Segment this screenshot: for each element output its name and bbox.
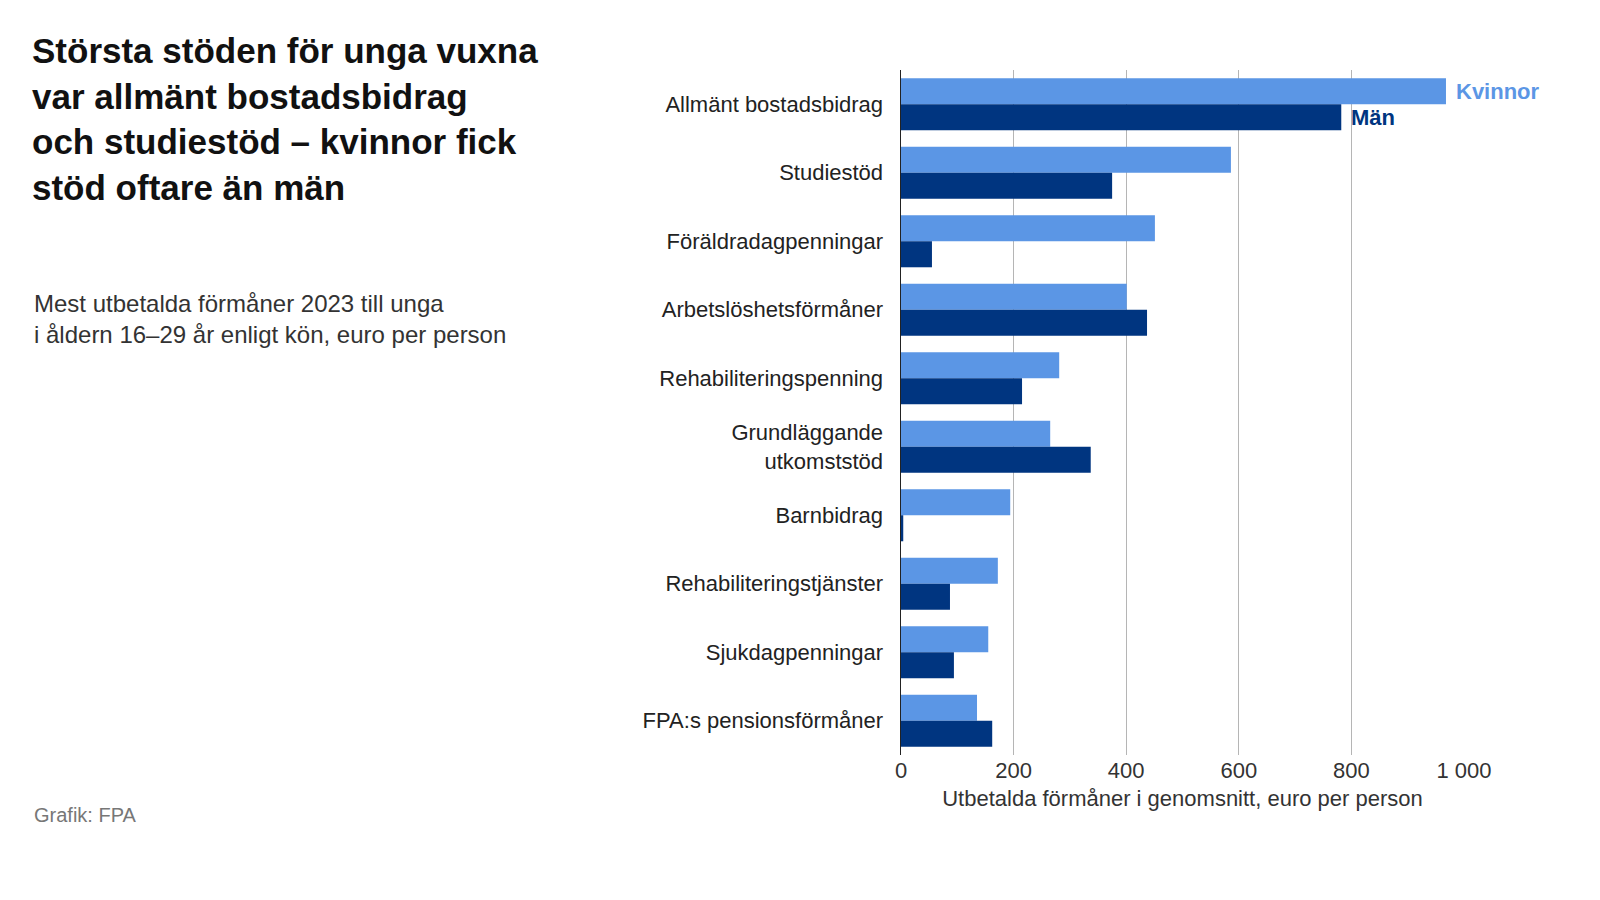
svg-text:Grafik: FPA: Grafik: FPA (34, 804, 137, 826)
svg-text:Föräldradagpenningar: Föräldradagpenningar (667, 229, 884, 254)
svg-text:0: 0 (895, 758, 907, 783)
svg-text:Arbetslöshetsförmåner: Arbetslöshetsförmåner (662, 297, 883, 322)
svg-text:Rehabiliteringstjänster: Rehabiliteringstjänster (665, 571, 883, 596)
svg-text:Kvinnor: Kvinnor (1456, 79, 1540, 104)
svg-text:Grundläggandeutkomststöd: Grundläggandeutkomststöd (731, 420, 883, 474)
svg-text:Rehabiliteringspenning: Rehabiliteringspenning (659, 366, 883, 391)
svg-text:400: 400 (1108, 758, 1145, 783)
svg-text:Barnbidrag: Barnbidrag (775, 503, 883, 528)
svg-text:600: 600 (1220, 758, 1257, 783)
svg-text:FPA:s pensionsförmåner: FPA:s pensionsförmåner (643, 708, 883, 733)
svg-text:Största stöden för unga vuxnav: Största stöden för unga vuxnavar allmänt… (32, 31, 538, 207)
svg-text:Mest utbetalda förmåner 2023 t: Mest utbetalda förmåner 2023 till ungai … (34, 290, 506, 348)
svg-text:Allmänt bostadsbidrag: Allmänt bostadsbidrag (665, 92, 883, 117)
svg-text:Studiestöd: Studiestöd (779, 160, 883, 185)
svg-text:200: 200 (995, 758, 1032, 783)
svg-text:800: 800 (1333, 758, 1370, 783)
svg-text:Sjukdagpenningar: Sjukdagpenningar (706, 640, 883, 665)
svg-text:Utbetalda förmåner i genomsnit: Utbetalda förmåner i genomsnitt, euro pe… (942, 786, 1423, 811)
svg-text:1 000: 1 000 (1436, 758, 1491, 783)
svg-text:Män: Män (1351, 105, 1395, 130)
